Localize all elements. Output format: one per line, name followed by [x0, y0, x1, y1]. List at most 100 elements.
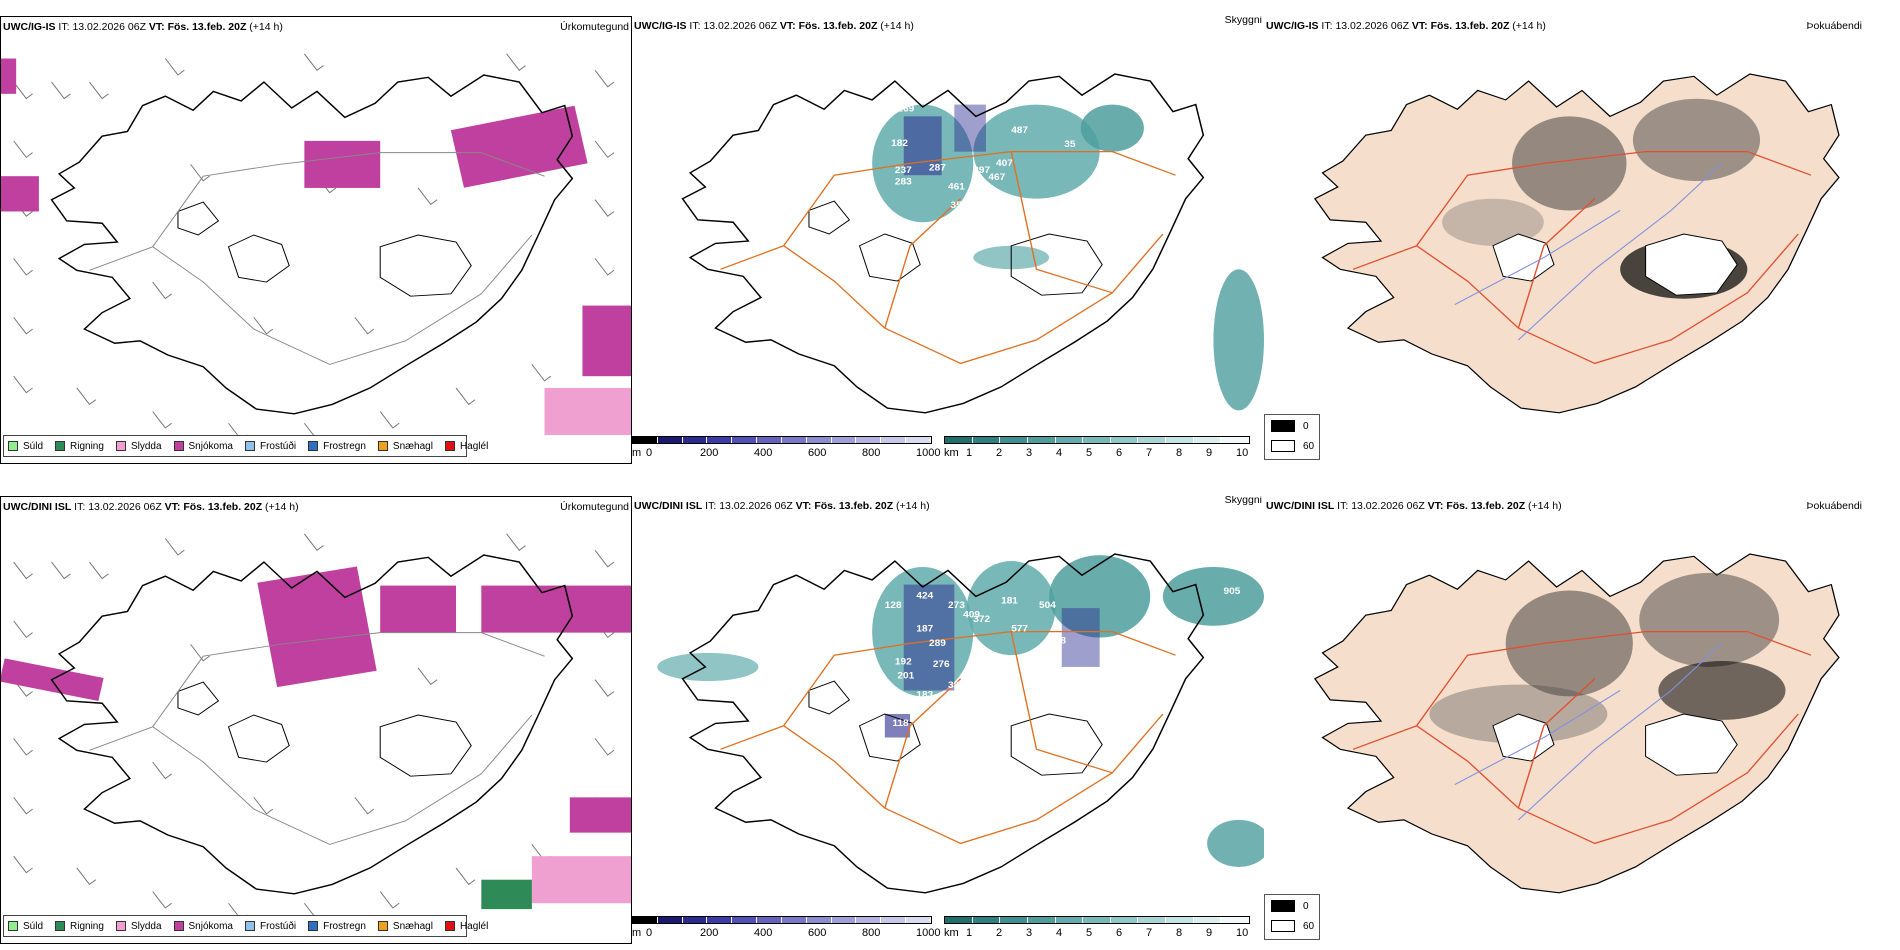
legend-label: Snæhagl — [392, 440, 433, 452]
snow-area — [1, 58, 17, 94]
ceiling-label: 276 — [933, 659, 950, 670]
valid-time: Fös. 13.feb. 20Z — [183, 501, 263, 513]
valid-time: Fös. 13.feb. 20Z — [814, 500, 894, 512]
colorbar-tick-label: 0 — [646, 927, 653, 939]
parameter-name: Þokuábendi — [1806, 500, 1862, 512]
legend-item: Snæhagl — [377, 440, 433, 452]
legend-label: Súld — [23, 920, 44, 932]
ceiling-label: 409 — [963, 610, 980, 621]
snow-area — [569, 797, 631, 833]
legend-label: Frostregn — [323, 440, 366, 452]
colorbar-bin — [1000, 437, 1028, 443]
legend-swatch — [115, 921, 126, 931]
init-time: 13.02.2026 06Z — [72, 21, 146, 33]
ceiling-label: 237 — [895, 165, 912, 176]
colorbar-tick-label: 800 — [862, 447, 881, 459]
colorbar-bin — [732, 917, 758, 923]
lead-time: (+14 h) — [896, 500, 930, 512]
colorbar-tick-label: 5 — [1086, 447, 1093, 459]
ceiling-label: 297 — [973, 165, 990, 176]
parameter-name: Skyggni — [1224, 496, 1262, 506]
legend-label: Slydda — [130, 440, 162, 452]
snow-area — [1, 176, 39, 212]
legend-swatch — [115, 441, 126, 451]
ceiling-unit: m — [632, 447, 642, 459]
colorbar-tick-label: 0 — [646, 447, 653, 459]
model-name: UWC/IG-IS — [3, 21, 56, 33]
colorbar-tick-label: 10 — [1236, 447, 1249, 459]
fog-legend-item: 60 — [1271, 920, 1314, 932]
ceiling-label: 350 — [951, 200, 968, 211]
ceiling-label: 187 — [916, 624, 933, 635]
parameter-name: Úrkomutegund — [560, 501, 629, 513]
visibility-panel-row2: UWC/DINI ISL IT: 13.02.2026 06Z VT: Fös.… — [632, 496, 1264, 944]
panel-header: UWC/IG-IS IT: 13.02.2026 06Z VT: Fös. 13… — [634, 16, 1262, 34]
colorbar-tick-label: 3 — [1026, 927, 1033, 939]
ceiling-unit: m — [632, 927, 642, 939]
colorbar-tick-label: 7 — [1146, 447, 1153, 459]
snow-area — [304, 140, 381, 188]
colorbar-bin — [856, 437, 882, 443]
colorbar-bin — [1055, 917, 1084, 923]
legend-swatch — [308, 441, 319, 451]
ceiling-label: 288 — [1049, 636, 1066, 647]
legend-item: Súld — [8, 921, 43, 932]
legend-swatch — [444, 441, 455, 451]
ceiling-label: 407 — [996, 158, 1013, 169]
roads — [720, 151, 1176, 365]
colorbar-bin — [682, 917, 708, 923]
visibility-colorbar: km 1 2 3 4 5 6 7 8 9 10 — [944, 916, 1254, 944]
colorbar-tick-label: 200 — [700, 447, 719, 459]
colorbar-bin — [1166, 917, 1194, 923]
colorbar-bin — [945, 437, 973, 443]
ceiling-label: 35 — [1064, 139, 1076, 150]
ceiling-label: 192 — [895, 657, 912, 668]
colorbar-bin — [1138, 917, 1167, 923]
colorbar-bin — [906, 917, 931, 923]
colorbar-bin — [781, 437, 807, 443]
precip-type-legend: Súld Rigning Slydda Snjókoma Frostúði Frostre… — [3, 435, 488, 457]
roads — [1352, 151, 1812, 365]
visibility-unit: km — [944, 927, 959, 939]
parameter-name: Þokuábendi — [1806, 20, 1862, 32]
colorbar-bin — [1221, 917, 1250, 923]
colorbar-tick-label: 8 — [1176, 927, 1183, 939]
legend-item: Slydda — [115, 440, 162, 452]
colorbar-bin — [1221, 437, 1250, 443]
it-label: IT: — [58, 21, 70, 33]
model-name: UWC/IG-IS — [1266, 20, 1319, 32]
colorbar-bin — [856, 917, 882, 923]
colorbar-tick-label: 7 — [1146, 927, 1153, 939]
colorbar-tick-label: 9 — [1206, 927, 1213, 939]
legend-item: Súld — [8, 441, 43, 452]
colorbar-bin — [707, 437, 733, 443]
legend-label: Slydda — [130, 920, 162, 932]
ceiling-label: 15 — [988, 706, 1000, 717]
legend-label: Rigning — [70, 920, 104, 932]
snow-area — [380, 585, 457, 633]
legend-swatch — [55, 441, 66, 451]
rivers — [1454, 163, 1723, 341]
colorbar-tick-label: 8 — [1176, 447, 1183, 459]
ceiling-label: 273 — [948, 600, 965, 611]
lead-time: (+14 h) — [1512, 20, 1546, 32]
colorbar-bin — [831, 917, 857, 923]
legend-swatch — [244, 921, 255, 931]
colorbar-bin — [682, 437, 708, 443]
legend-label: Frostúði — [259, 440, 297, 452]
legend-item: Slydda — [115, 920, 162, 932]
colorbar-bin — [1055, 437, 1084, 443]
panel-header: UWC/DINI ISL IT: 13.02.2026 06Z VT: Fös.… — [1266, 500, 1898, 514]
model-name: UWC/DINI ISL — [3, 501, 72, 513]
ceiling-label: 487 — [1011, 125, 1028, 136]
it-label: IT: — [74, 501, 86, 513]
rain-area — [481, 879, 532, 910]
legend-label: Snæhagl — [392, 920, 433, 932]
visibility-panel-row1: UWC/IG-IS IT: 13.02.2026 06Z VT: Fös. 13… — [632, 16, 1264, 464]
colorbar-bin — [757, 917, 782, 923]
legend-label: Haglél — [459, 440, 489, 452]
vt-label: VT: — [795, 500, 812, 512]
valid-time: Fös. 13.feb. 20Z — [1430, 20, 1510, 32]
legend-label: Snjókoma — [188, 920, 233, 932]
